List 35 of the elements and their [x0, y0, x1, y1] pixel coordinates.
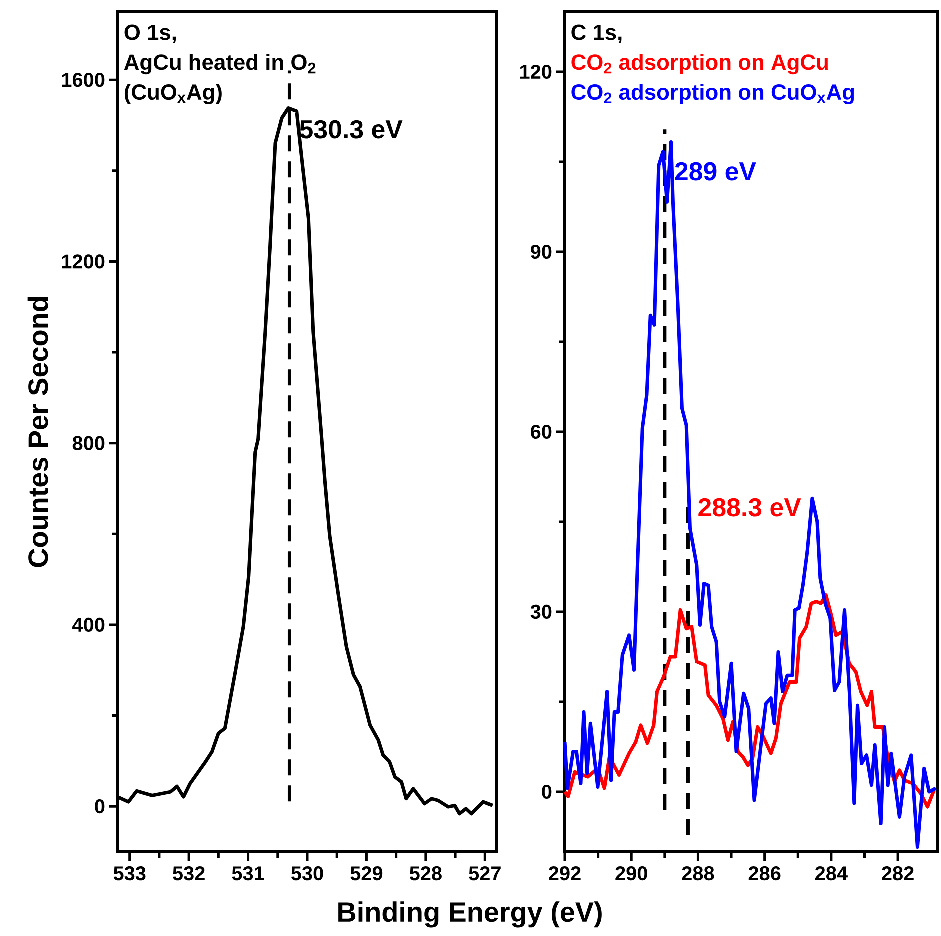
x-tick-label: 528	[410, 866, 442, 881]
y-tick-label: 90	[531, 244, 552, 260]
line-series	[563, 140, 938, 849]
y-tick-label: 1200	[62, 254, 105, 269]
y-tick-label: 800	[72, 436, 105, 450]
text: C 1s,	[572, 24, 622, 44]
y-tick-label: 120	[520, 64, 552, 80]
text: O 1s,	[124, 24, 176, 44]
ref-line-label: 530.3 eV	[300, 120, 403, 139]
x-tick-label: 529	[350, 866, 383, 881]
ref-line-label: 288.3 eV	[698, 498, 802, 517]
y-tick-label: 0	[95, 800, 105, 814]
x-tick-label: 290	[616, 866, 648, 881]
x-tick-label: 530	[291, 866, 324, 881]
text: CO$_{2}$ adsorption on AgCu	[572, 54, 828, 75]
x-tick-label: 527	[469, 866, 501, 881]
y-tick-label: 1600	[62, 73, 105, 88]
x-tick-label: 531	[232, 866, 264, 881]
x-tick-label: 284	[816, 866, 848, 881]
annotation: (CuO$_{x}$Ag)	[124, 84, 222, 105]
x-tick-label: 282	[882, 866, 914, 881]
y-axis-title: Countes Per Second	[28, 297, 48, 568]
text: CO$_{2}$ adsorption on CuO$_{x}$Ag	[572, 84, 854, 105]
y-tick-label: 400	[72, 618, 105, 632]
x-tick-label: 533	[114, 866, 146, 881]
ref-line-label: 289 eV	[675, 162, 756, 181]
y-tick-label: 30	[530, 604, 552, 620]
y-tick-label: 0	[542, 784, 552, 800]
x-tick-label: 288	[682, 866, 714, 881]
annotation: AgCu heated in O$_{2}$	[124, 54, 316, 75]
x-tick-label: 286	[748, 866, 781, 881]
x-axis-title: Binding Energy (eV)	[338, 902, 602, 928]
y-tick-label: 60	[531, 424, 552, 440]
x-tick-label: 292	[549, 866, 581, 881]
x-tick-label: 532	[173, 866, 205, 881]
